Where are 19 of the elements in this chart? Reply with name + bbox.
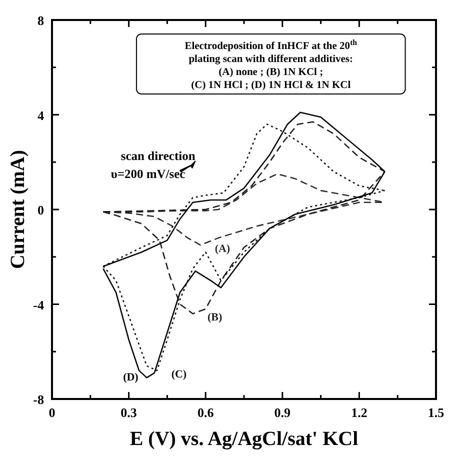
y-axis-title: Current (mA) — [7, 150, 29, 270]
annotation: scan direction υ=200 mV/sec — [110, 148, 196, 181]
y-tick-label: 4 — [38, 108, 44, 123]
x-tick-label: 1.2 — [351, 405, 368, 420]
x-tick-label: 0.3 — [120, 405, 138, 420]
x-tick-label: 0.6 — [197, 405, 214, 420]
x-tick-label: 1.5 — [428, 405, 445, 420]
series-label: (C) — [171, 368, 187, 380]
x-axis-title: E (V) vs. Ag/AgCl/sat' KCl — [130, 428, 359, 450]
y-tick-label: -8 — [33, 392, 44, 407]
x-tick-label: 0.9 — [274, 405, 292, 420]
x-tick-label: 0 — [48, 405, 56, 420]
series-label: (A) — [214, 242, 230, 255]
text-box: Electrodeposition of InHCF at the 20$^{th}$ plating scan with different additives: (A) none ; (B) 1N KCl ; (C) 1N HCl ; (D) 1N HCl & 1N KCl — [136, 34, 406, 94]
series-label: (D) — [123, 371, 139, 384]
y-tick-label: -4 — [33, 297, 44, 312]
series-label: (B) — [207, 311, 222, 324]
y-tick-label: 0 — [38, 202, 44, 218]
y-tick-label: 8 — [38, 13, 44, 28]
